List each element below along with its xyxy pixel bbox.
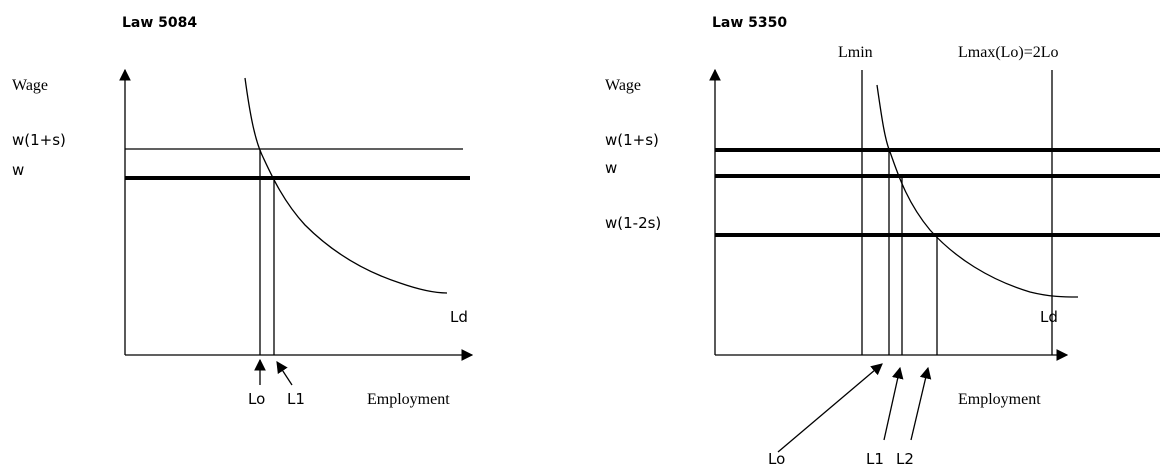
arrow (276, 361, 293, 386)
arrow (777, 363, 883, 453)
arrow (910, 366, 932, 441)
point-label: Lo (248, 390, 265, 408)
wage-label: w (605, 159, 617, 177)
x-axis-label: Employment (958, 391, 1041, 408)
y-axis-label: Wage (12, 77, 48, 94)
right-diagram: Law 5350 Wage Lmin Lmax(Lo)=2Lo w(1+s) w… (605, 15, 1160, 468)
wage-label: w (12, 161, 24, 179)
point-label: L1 (866, 450, 884, 468)
point-label: L2 (896, 450, 914, 468)
curve-label: Ld (1040, 308, 1058, 326)
y-axis-label: Wage (605, 77, 641, 94)
wage-label: w(1+s) (12, 131, 66, 149)
wage-label: w(1+s) (605, 131, 659, 149)
arrow (883, 366, 904, 441)
bound-label: Lmin (838, 44, 873, 61)
x-axis-label: Employment (367, 391, 450, 408)
demand-curve (244, 77, 448, 294)
point-label: Lo (768, 450, 785, 468)
point-label: L1 (287, 390, 305, 408)
curve-label: Ld (450, 308, 468, 326)
title: Law 5350 (712, 15, 787, 31)
left-diagram: Law 5084 Wage w(1+s) w Ld Lo L1 Employme… (12, 15, 474, 408)
bound-label: Lmax(Lo)=2Lo (958, 44, 1059, 61)
demand-curve (876, 84, 1079, 298)
title: Law 5084 (122, 15, 197, 31)
wage-label: w(1-2s) (605, 214, 661, 232)
